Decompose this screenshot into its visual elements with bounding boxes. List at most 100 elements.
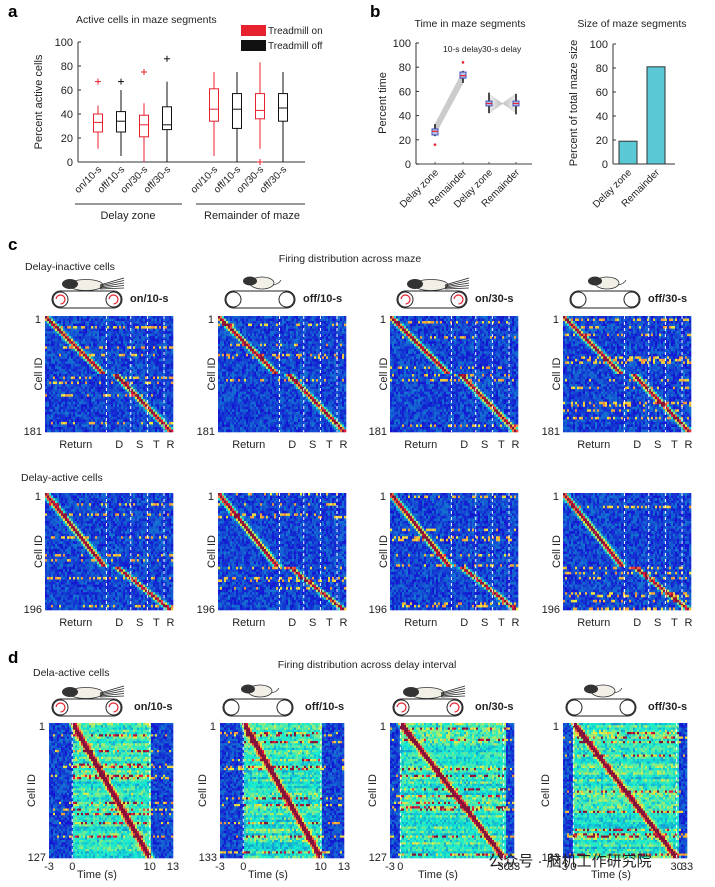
- heatmap-cell: [97, 399, 99, 402]
- chart-title: Firing distribution across maze: [279, 253, 422, 265]
- heatmap-cell: [121, 361, 123, 364]
- heatmap-cell: [119, 364, 121, 367]
- heatmap-cell: [95, 419, 97, 422]
- heatmap-cell: [113, 419, 115, 422]
- heatmap-cell: [81, 427, 83, 430]
- box: [279, 94, 288, 122]
- heatmap-cell: [77, 354, 79, 357]
- heatmap-cell: [127, 409, 129, 412]
- heatmap-cell: [342, 366, 344, 369]
- heatmap-cell: [155, 429, 157, 432]
- heatmap-cell: [95, 336, 97, 339]
- heatmap-cell: [340, 334, 342, 337]
- heatmap-cell: [51, 326, 53, 329]
- heatmap-cell: [236, 366, 238, 369]
- y-tick-label: 20: [399, 135, 411, 147]
- heatmap-cell: [45, 414, 47, 417]
- heatmap-cell: [330, 326, 332, 329]
- heatmap-cell: [141, 364, 143, 367]
- heatmap-cell: [288, 341, 290, 344]
- treadmill-roller: [398, 292, 413, 307]
- heatmap-cell: [81, 346, 83, 349]
- heatmap-cell: [232, 351, 234, 354]
- heatmap-cell: [296, 324, 298, 327]
- heatmap-cell: [149, 319, 151, 322]
- heatmap-cell: [276, 361, 278, 364]
- heatmap-cell: [93, 339, 95, 342]
- heatmap-cell: [133, 397, 135, 400]
- heatmap-cell: [165, 321, 167, 324]
- heatmap-cell: [93, 329, 95, 332]
- heatmap-cell: [244, 382, 246, 385]
- heatmap-cell: [139, 402, 141, 405]
- heatmap-cell: [91, 361, 93, 364]
- heatmap-cell: [242, 336, 244, 339]
- heatmap-cell: [167, 417, 169, 420]
- heatmap-cell: [73, 371, 75, 374]
- heatmap-cell: [51, 341, 53, 344]
- heatmap-cell: [258, 336, 260, 339]
- heatmap-cell: [137, 346, 139, 349]
- heatmap-cell: [294, 374, 296, 377]
- heatmap-cell: [332, 339, 334, 342]
- heatmap-cell: [342, 384, 344, 387]
- heatmap-cell: [268, 339, 270, 342]
- heatmap-cell: [139, 424, 141, 427]
- heatmap-cell: [79, 324, 81, 327]
- heatmap-cell: [161, 427, 163, 430]
- heatmap-cell: [117, 414, 119, 417]
- heatmap-cell: [157, 359, 159, 362]
- heatmap-cell: [312, 361, 314, 364]
- heatmap-cell: [63, 394, 65, 397]
- heatmap-cell: [143, 351, 145, 354]
- heatmap-cell: [310, 356, 312, 359]
- heatmap-cell: [262, 354, 264, 357]
- heatmap-cell: [276, 349, 278, 352]
- heatmap-cell: [151, 334, 153, 337]
- heatmap-cell: [73, 336, 75, 339]
- heatmap-cell: [149, 422, 151, 425]
- heatmap-cell: [220, 369, 222, 372]
- heatmap-cell: [71, 397, 73, 400]
- heatmap-cell: [236, 377, 238, 380]
- heatmap-cell: [306, 354, 308, 357]
- heatmap-cell: [308, 379, 310, 382]
- heatmap-cell: [250, 349, 252, 352]
- heatmap-cell: [282, 384, 284, 387]
- heatmap-cell: [57, 349, 59, 352]
- box: [117, 112, 126, 132]
- heatmap-cell: [151, 321, 153, 324]
- heatmap-cell: [240, 349, 242, 352]
- heatmap-cell: [220, 384, 222, 387]
- heatmap-cell: [286, 344, 288, 347]
- heatmap-cell: [45, 407, 47, 410]
- heatmap-cell: [226, 364, 228, 367]
- heatmap-cell: [141, 379, 143, 382]
- heatmap-cell: [169, 424, 171, 427]
- heatmap-cell: [89, 409, 91, 412]
- heatmap-cell: [228, 359, 230, 362]
- heatmap-cell: [254, 319, 256, 322]
- heatmap-cell: [244, 369, 246, 372]
- heatmap-cell: [71, 407, 73, 410]
- heatmap-cell: [123, 412, 125, 415]
- heatmap-cell: [167, 359, 169, 362]
- heatmap-cell: [276, 316, 278, 319]
- heatmap-cell: [59, 369, 61, 372]
- heatmap-cell: [83, 321, 85, 324]
- heatmap-cell: [248, 382, 250, 385]
- heatmap-cell: [121, 427, 123, 430]
- heatmap-cell: [153, 344, 155, 347]
- heatmap-cell: [143, 399, 145, 402]
- heatmap-cell: [141, 427, 143, 430]
- heatmap-cell: [57, 422, 59, 425]
- heatmap-cell: [55, 382, 57, 385]
- heatmap-cell: [292, 339, 294, 342]
- heatmap-cell: [109, 346, 111, 349]
- heatmap-cell: [171, 384, 173, 387]
- heatmap-cell: [93, 424, 95, 427]
- heatmap-cell: [141, 339, 143, 342]
- heatmap-cell: [264, 377, 266, 380]
- heatmap-cell: [79, 397, 81, 400]
- heatmap-cell: [296, 351, 298, 354]
